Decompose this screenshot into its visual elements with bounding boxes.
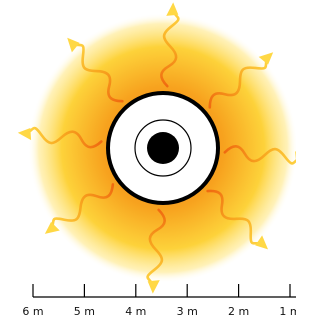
scale-label: 6 m bbox=[22, 305, 43, 318]
core bbox=[147, 132, 179, 164]
scale-label: 1 m bbox=[279, 305, 296, 318]
scale-bar: 6 m 5 m 4 m 3 m 2 m 1 m bbox=[22, 284, 296, 318]
scale-label: 3 m bbox=[177, 305, 198, 318]
page: 6 m5 m4 m3 m2 m1 m (() => { const data =… bbox=[0, 0, 320, 323]
diagram: 6 m 5 m 4 m 3 m 2 m 1 m bbox=[0, 0, 296, 323]
scale-label: 4 m bbox=[125, 305, 146, 318]
scale-label: 5 m bbox=[74, 305, 95, 318]
scale-label: 2 m bbox=[228, 305, 249, 318]
